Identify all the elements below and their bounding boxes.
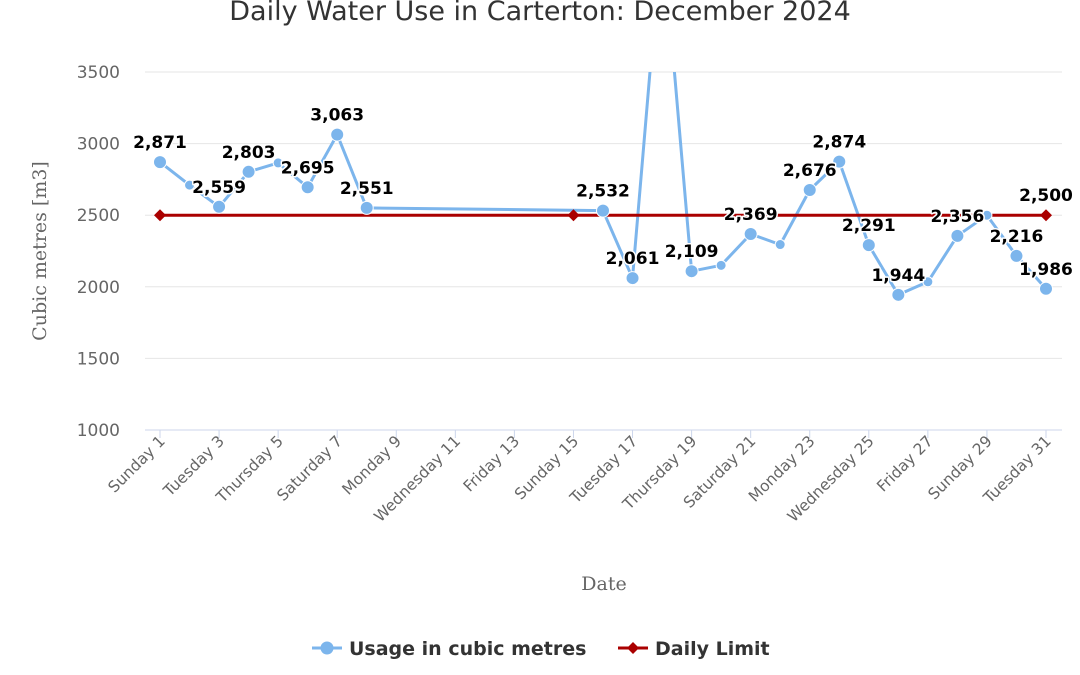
data-label: 1,986	[1019, 260, 1073, 280]
data-point	[241, 164, 256, 179]
data-point	[212, 199, 227, 214]
data-point	[802, 182, 817, 197]
series-lines	[158, 72, 1048, 297]
data-label: 2,532	[576, 182, 630, 202]
chart-title: Daily Water Use in Carterton: December 2…	[229, 0, 851, 27]
grid-lines	[145, 71, 1062, 431]
y-tick-label: 1000	[77, 421, 120, 441]
data-label: 2,803	[222, 143, 276, 163]
data-point	[359, 200, 374, 215]
data-point	[300, 180, 315, 195]
data-label: 2,061	[606, 249, 660, 269]
legend-label: Daily Limit	[655, 638, 770, 660]
limit-point	[1040, 209, 1052, 222]
data-point	[272, 157, 284, 169]
x-axis-title: Date	[581, 573, 626, 595]
data-point	[184, 179, 196, 191]
data-point	[715, 259, 727, 271]
legend-marker	[320, 641, 334, 655]
data-point	[743, 226, 758, 241]
data-label: 2,874	[812, 133, 866, 153]
y-axis-title: Cubic metres [m3]	[29, 161, 51, 341]
y-tick-label: 2500	[77, 206, 120, 226]
data-label: 2,676	[783, 161, 837, 181]
limit-point	[154, 209, 166, 222]
data-label: 2,356	[931, 207, 985, 227]
data-point	[832, 154, 847, 169]
data-point	[922, 276, 934, 288]
data-point	[861, 238, 876, 253]
data-point	[596, 203, 610, 218]
series-line	[158, 72, 1048, 297]
legend-marker	[627, 642, 639, 654]
data-point	[1009, 248, 1024, 263]
x-axis-tick-marks	[159, 430, 1047, 438]
legend-label: Usage in cubic metres	[349, 638, 586, 660]
y-tick-label: 1500	[77, 349, 120, 369]
data-point	[774, 239, 786, 251]
x-tick-label: Sunday 1	[105, 432, 169, 496]
data-label: 2,871	[133, 133, 187, 153]
data-label: 2,369	[724, 205, 778, 225]
data-point	[891, 287, 906, 302]
y-tick-label: 3000	[77, 135, 120, 155]
data-point	[684, 264, 699, 279]
data-label: 2,216	[990, 227, 1044, 247]
series-markers	[153, 127, 1053, 302]
x-tick-label: Friday 13	[460, 432, 523, 495]
data-point	[330, 127, 345, 142]
data-label: 1,944	[871, 266, 925, 286]
data-label: 2,559	[192, 178, 246, 198]
data-label: 2,551	[340, 179, 394, 199]
data-point	[981, 209, 993, 221]
legend: Usage in cubic metres Daily Limit	[312, 638, 770, 660]
data-label: 2,291	[842, 216, 896, 236]
data-point	[950, 228, 965, 243]
data-point	[1039, 281, 1053, 296]
data-label: 3,063	[310, 106, 364, 126]
limit-point	[567, 209, 580, 222]
data-label: 2,109	[665, 242, 719, 262]
data-point	[153, 155, 167, 170]
x-tick-label: Friday 27	[873, 432, 936, 495]
y-tick-label: 3500	[77, 63, 120, 83]
data-point	[625, 271, 640, 286]
y-tick-label: 2000	[77, 278, 120, 298]
y-axis-ticks: 1000 1500 2000 2500 3000 3500	[77, 63, 120, 441]
data-label: 2,695	[281, 158, 335, 178]
data-label: 2,500	[1019, 186, 1073, 206]
